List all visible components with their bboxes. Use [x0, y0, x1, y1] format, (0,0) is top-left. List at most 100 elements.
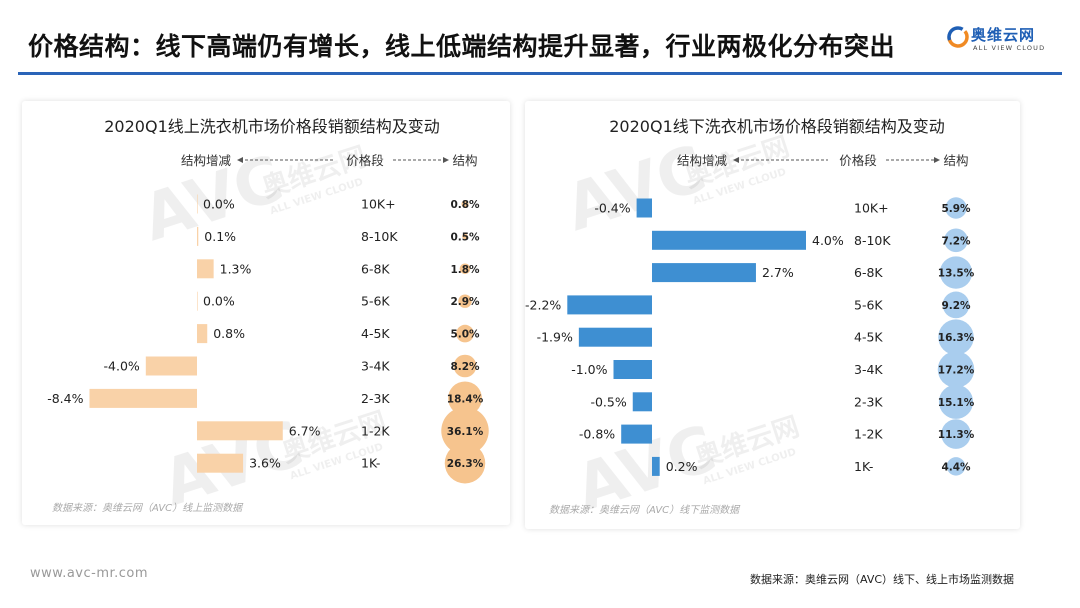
change-bar: [89, 388, 197, 408]
share-label: 1.8%: [450, 264, 480, 276]
price-segment-label: 5-6K: [361, 294, 390, 309]
share-bubble: [946, 457, 966, 476]
change-label: 2.7%: [762, 265, 794, 280]
change-bar: [197, 324, 208, 344]
share-bubble: [942, 291, 970, 319]
change-label: -1.0%: [571, 362, 607, 377]
change-bar: [197, 421, 283, 441]
price-segment-label: 4-5K: [361, 326, 390, 341]
change-bar: [145, 356, 197, 376]
share-bubble: [462, 233, 468, 240]
share-label: 16.3%: [938, 332, 975, 344]
footer-source: 数据来源：奥维云网（AVC）线下、线上市场监测数据: [750, 573, 1015, 586]
change-label: 4.0%: [812, 233, 844, 248]
change-label: 0.2%: [666, 459, 698, 474]
offline-chart-panel: AVC 奥维云网 ALL VIEW CLOUD AVC 奥维云网 ALL VIEW CLO…: [525, 101, 1020, 529]
online-chart-panel: AVC 奥维云网 ALL VIEW CLOUD AVC 奥维云网 ALL VIEW CLO…: [22, 101, 510, 525]
share-label: 5.0%: [450, 329, 480, 341]
price-segment-label: 6-8K: [361, 261, 390, 276]
change-bar: [632, 392, 652, 412]
change-label: 0.0%: [203, 294, 235, 309]
chart-title: 2020Q1线下洗衣机市场价格段销额结构及变动: [609, 117, 945, 136]
price-segment-label: 1-2K: [854, 427, 883, 442]
change-label: 0.8%: [213, 326, 245, 341]
logo: 奥维云网 ALL VIEW CLOUD: [945, 22, 1065, 66]
share-bubble: [453, 354, 477, 378]
price-segment-label: 8-10K: [854, 233, 891, 248]
change-label: 3.6%: [249, 456, 281, 471]
share-bubble: [441, 407, 489, 455]
title-rule: [18, 72, 1062, 75]
share-label: 7.2%: [941, 235, 971, 247]
share-label: 15.1%: [938, 397, 975, 409]
change-bar: [197, 291, 198, 311]
share-label: 8.2%: [450, 361, 480, 373]
change-bar: [652, 456, 660, 476]
change-bar: [197, 194, 198, 214]
header-structure-change: 结构增减: [677, 153, 728, 168]
change-label: -0.4%: [594, 201, 630, 216]
avc-logo-icon: [947, 26, 969, 48]
website-url[interactable]: www.avc-mr.com: [30, 566, 149, 581]
share-bubble: [938, 319, 974, 355]
change-bar: [578, 327, 652, 347]
price-segment-label: 3-4K: [854, 362, 883, 377]
share-bubble: [461, 200, 469, 208]
share-label: 13.5%: [938, 268, 975, 280]
share-bubble: [456, 324, 474, 343]
change-label: -8.4%: [47, 391, 83, 406]
share-bubble: [448, 381, 482, 416]
share-bubble: [444, 442, 486, 484]
price-segment-label: 8-10K: [361, 229, 398, 244]
share-bubble: [937, 351, 975, 388]
price-segment-label: 2-3K: [854, 394, 883, 409]
change-label: 6.7%: [289, 423, 321, 438]
logo-name-cn: 奥维云网: [971, 26, 1036, 44]
change-label: -4.0%: [104, 359, 140, 374]
header-price-segment: 价格段: [839, 153, 877, 168]
change-label: -0.8%: [579, 427, 615, 442]
share-label: 0.5%: [450, 231, 480, 243]
change-label: 0.1%: [204, 229, 236, 244]
change-label: 1.3%: [220, 261, 252, 276]
share-bubble: [459, 263, 471, 275]
share-label: 2.9%: [450, 296, 480, 308]
price-segment-label: 10K+: [854, 201, 889, 216]
price-segment-label: 5-6K: [854, 297, 883, 312]
share-label: 0.8%: [450, 199, 480, 211]
change-bar: [652, 230, 806, 250]
share-bubble: [941, 419, 971, 449]
share-label: 18.4%: [447, 393, 484, 405]
change-label: -1.9%: [537, 330, 573, 345]
share-label: 9.2%: [941, 300, 971, 312]
change-bar: [652, 263, 756, 283]
change-bar: [197, 453, 244, 473]
chart-source-note: 数据来源：奥维云网（AVC）线下监测数据: [549, 504, 741, 516]
arrow-left-icon: [237, 157, 243, 163]
header-structure-change: 结构增减: [181, 153, 232, 168]
change-bar: [567, 295, 652, 315]
logo-name-en: ALL VIEW CLOUD: [973, 44, 1046, 52]
arrow-right-icon: [934, 157, 940, 163]
price-segment-label: 1K-: [854, 459, 873, 474]
change-bar: [197, 226, 199, 246]
change-label: -0.5%: [590, 394, 626, 409]
share-bubble: [938, 384, 974, 419]
arrow-left-icon: [733, 157, 739, 163]
share-label: 26.3%: [447, 458, 484, 470]
price-segment-label: 1K-: [361, 456, 380, 471]
change-label: 0.0%: [203, 197, 235, 212]
arrow-right-icon: [443, 157, 449, 163]
share-bubble: [945, 197, 967, 219]
price-segment-label: 3-4K: [361, 359, 390, 374]
share-bubble: [458, 294, 472, 308]
change-bar: [197, 259, 214, 279]
header-share: 结构: [943, 153, 968, 168]
price-segment-label: 4-5K: [854, 330, 883, 345]
share-label: 5.9%: [941, 203, 971, 215]
change-bar: [621, 424, 652, 444]
header-price-segment: 价格段: [346, 153, 384, 168]
price-segment-label: 2-3K: [361, 391, 390, 406]
